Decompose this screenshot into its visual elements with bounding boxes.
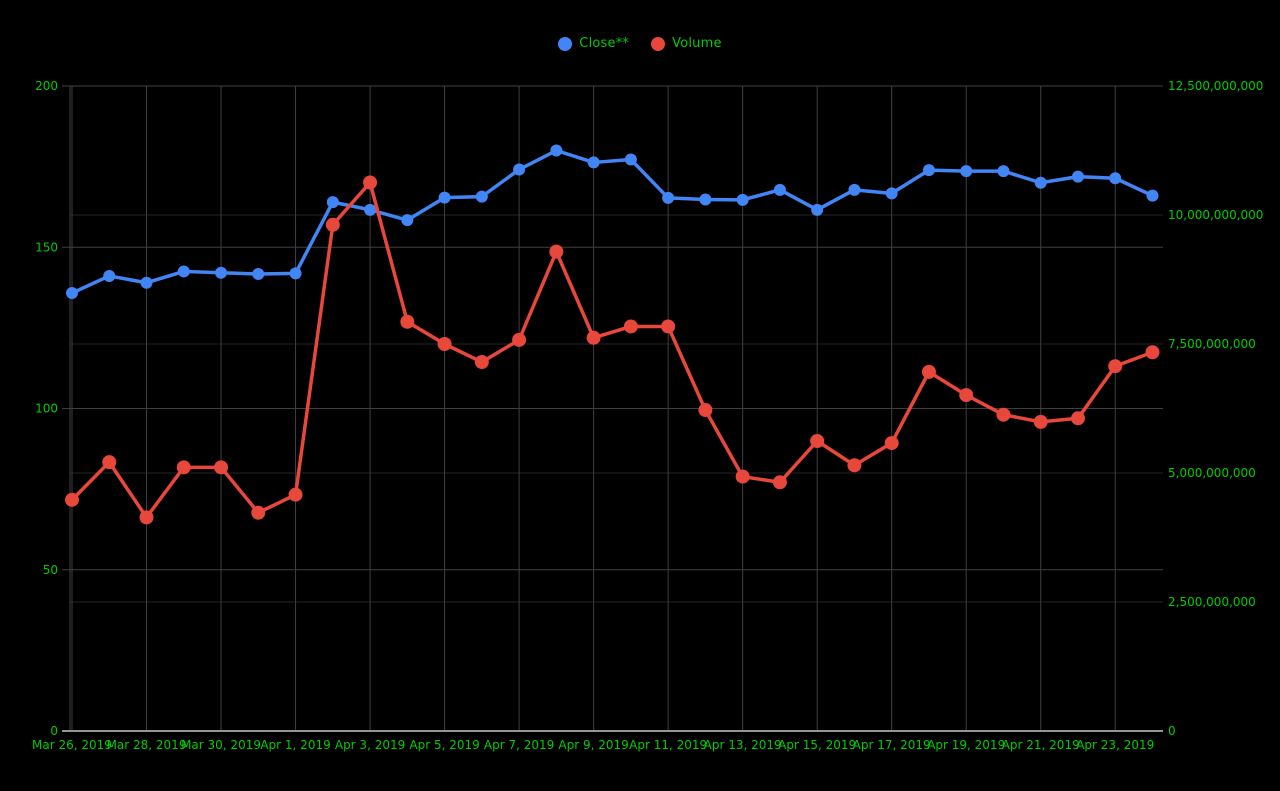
volume-series-point[interactable]	[1033, 414, 1048, 429]
close-series-point[interactable]	[252, 268, 265, 281]
close-series-point[interactable]	[922, 164, 935, 177]
volume-series-point[interactable]	[921, 364, 936, 379]
close-series-point[interactable]	[177, 265, 190, 278]
close-series-point[interactable]	[587, 156, 600, 169]
x-axis-tick-label: Apr 15, 2019	[778, 738, 856, 752]
close-series-point[interactable]	[662, 191, 675, 204]
legend-item-close[interactable]: Close**	[558, 36, 629, 51]
close-series-point[interactable]	[401, 214, 414, 227]
volume-series-point[interactable]	[325, 217, 340, 232]
x-axis-tick-label: Apr 1, 2019	[260, 738, 330, 752]
right-axis-tick-label: 7,500,000,000	[1168, 337, 1256, 351]
legend-item-volume[interactable]: Volume	[651, 36, 722, 51]
x-axis-tick-label: Apr 17, 2019	[853, 738, 931, 752]
volume-series-point[interactable]	[363, 175, 378, 190]
close-series-point[interactable]	[811, 203, 824, 216]
x-axis-tick-label: Apr 23, 2019	[1076, 738, 1154, 752]
close-series-point[interactable]	[289, 267, 302, 280]
right-axis-tick-label: 5,000,000,000	[1168, 466, 1256, 480]
close-series-point[interactable]	[438, 191, 451, 204]
volume-series-point[interactable]	[288, 487, 303, 502]
legend: Close** Volume	[0, 36, 1280, 51]
volume-series-point[interactable]	[139, 510, 154, 525]
x-axis-tick-label: Apr 3, 2019	[335, 738, 405, 752]
volume-series-point[interactable]	[959, 388, 974, 403]
x-axis-tick-label: Apr 5, 2019	[409, 738, 479, 752]
volume-series-point[interactable]	[437, 337, 452, 351]
close-legend-dot-icon	[558, 36, 573, 51]
volume-series-point[interactable]	[65, 492, 79, 507]
volume-legend-dot-icon	[651, 36, 666, 51]
close-series-point[interactable]	[513, 163, 526, 176]
close-series-point[interactable]	[66, 287, 78, 300]
right-axis-tick-label: 10,000,000,000	[1168, 208, 1263, 222]
close-series-point[interactable]	[364, 203, 377, 216]
volume-series-point[interactable]	[1108, 359, 1123, 374]
volume-series-point[interactable]	[996, 407, 1011, 422]
volume-series-point[interactable]	[549, 244, 564, 259]
volume-series-point[interactable]	[884, 436, 899, 451]
volume-series-point[interactable]	[698, 403, 713, 418]
x-axis-tick-label: Apr 11, 2019	[629, 738, 707, 752]
volume-series-point[interactable]	[810, 434, 825, 449]
close-series-point[interactable]	[699, 193, 712, 206]
right-axis-tick-label: 0	[1168, 724, 1176, 738]
close-series-line	[71, 148, 1154, 295]
x-axis-tick-label: Apr 13, 2019	[704, 738, 782, 752]
close-series-point[interactable]	[1109, 172, 1122, 185]
volume-legend-label: Volume	[672, 36, 722, 51]
close-series-point[interactable]	[960, 165, 973, 178]
volume-series-line	[70, 180, 1154, 520]
volume-series-point[interactable]	[661, 319, 676, 334]
x-axis-tick-label: Apr 21, 2019	[1002, 738, 1080, 752]
close-legend-label: Close**	[579, 36, 630, 51]
close-series-point[interactable]	[997, 165, 1010, 178]
close-series-point[interactable]	[475, 190, 488, 203]
close-series-point[interactable]	[103, 269, 116, 282]
close-series-point[interactable]	[140, 276, 153, 289]
close-series-point[interactable]	[624, 153, 637, 166]
close-series-point[interactable]	[215, 266, 228, 279]
volume-series-point[interactable]	[400, 314, 415, 329]
right-axis-tick-label: 12,500,000,000	[1168, 79, 1263, 93]
left-axis-tick-label: 200	[35, 79, 58, 93]
left-axis-tick-label: 50	[43, 563, 58, 577]
volume-series-point[interactable]	[102, 455, 117, 470]
volume-series-point[interactable]	[512, 332, 527, 347]
volume-series-point[interactable]	[1145, 345, 1160, 360]
volume-series-point[interactable]	[176, 460, 191, 475]
volume-series-point[interactable]	[214, 460, 229, 475]
left-axis-tick-label: 100	[35, 402, 58, 416]
x-axis-tick-label: Mar 30, 2019	[181, 738, 261, 752]
volume-series-point[interactable]	[1070, 411, 1085, 426]
volume-series-point[interactable]	[586, 330, 601, 345]
close-series-point[interactable]	[1071, 170, 1084, 183]
close-series-point[interactable]	[885, 187, 898, 200]
volume-series-point[interactable]	[623, 319, 638, 334]
close-series-point[interactable]	[1146, 189, 1159, 202]
x-axis-tick-label: Apr 7, 2019	[484, 738, 554, 752]
close-series-point[interactable]	[550, 144, 563, 157]
volume-series-point[interactable]	[772, 475, 787, 490]
x-axis-tick-label: Apr 9, 2019	[558, 738, 628, 752]
close-series-point[interactable]	[1034, 176, 1047, 189]
x-axis-tick-label: Mar 26, 2019	[32, 738, 112, 752]
close-series-point[interactable]	[326, 196, 339, 209]
close-series-point[interactable]	[773, 183, 786, 196]
volume-series-point[interactable]	[735, 469, 750, 484]
close-series-point[interactable]	[848, 183, 861, 196]
left-axis-tick-label: 0	[50, 724, 58, 738]
x-axis-tick-label: Apr 19, 2019	[927, 738, 1005, 752]
left-axis-tick-label: 150	[35, 240, 58, 254]
close-series-point[interactable]	[736, 193, 749, 206]
volume-series-point[interactable]	[251, 505, 266, 520]
right-axis-tick-label: 2,500,000,000	[1168, 595, 1256, 609]
volume-series-point[interactable]	[847, 458, 862, 473]
x-axis-tick-label: Mar 28, 2019	[107, 738, 187, 752]
volume-series-point[interactable]	[474, 355, 489, 370]
